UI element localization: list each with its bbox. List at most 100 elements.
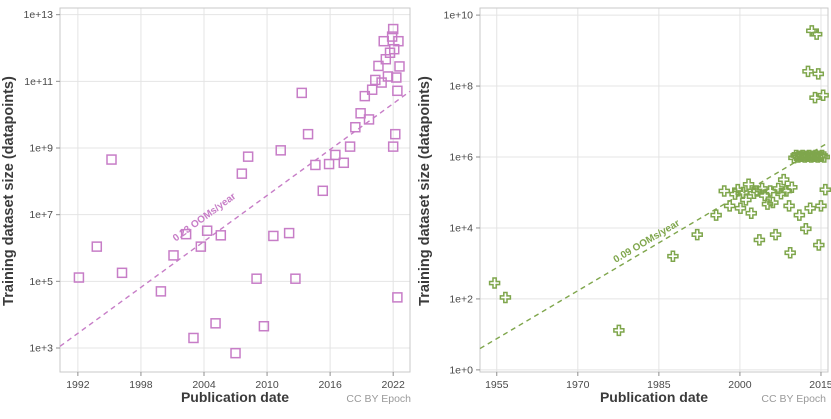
- data-point-square: [376, 77, 387, 88]
- y-tick-label: 1e+11: [24, 76, 53, 88]
- x-tick-label: 2016: [318, 379, 342, 391]
- data-point-plus: [767, 196, 779, 209]
- x-tick-label: 1992: [66, 379, 90, 391]
- x-axis-title: Publication date: [599, 389, 709, 405]
- data-point-square: [230, 347, 241, 359]
- data-point-square: [180, 228, 192, 240]
- x-tick-label: 2004: [192, 379, 216, 391]
- data-point-plus: [742, 178, 755, 191]
- y-tick-label: 1e+10: [444, 10, 474, 22]
- data-point-plus: [783, 200, 795, 212]
- data-point-plus: [764, 185, 776, 197]
- y-axis-title: Training dataset size (datapoints): [1, 76, 17, 306]
- data-point-plus: [710, 209, 722, 221]
- data-point-plus: [761, 198, 774, 210]
- data-point-plus: [810, 28, 823, 40]
- plot-frame: [479, 7, 829, 373]
- data-point-square: [390, 128, 401, 140]
- data-point-square: [296, 87, 307, 99]
- data-point-square: [310, 159, 321, 171]
- data-point-square: [338, 157, 350, 169]
- data-point-plus: [818, 151, 830, 163]
- data-point-plus: [809, 91, 821, 104]
- data-point-plus: [499, 291, 512, 304]
- data-point-square: [387, 23, 399, 35]
- data-point-plus: [815, 200, 827, 212]
- y-tick-label: 1e+4: [449, 222, 473, 234]
- data-point-square: [302, 128, 314, 140]
- data-point-plus: [777, 173, 790, 186]
- data-point-square: [188, 332, 199, 344]
- x-tick-label: 2015: [809, 379, 831, 391]
- trend-line: [59, 90, 411, 347]
- data-point-square: [391, 72, 402, 83]
- data-point-plus: [804, 202, 816, 214]
- data-point-square: [168, 250, 179, 261]
- data-point-square: [116, 267, 128, 279]
- y-tick-label: 1e+2: [449, 293, 473, 305]
- data-point-square: [283, 227, 295, 239]
- x-tick-label: 2010: [255, 379, 279, 391]
- data-point-square: [378, 35, 389, 47]
- data-point-plus: [816, 149, 828, 162]
- data-point-plus: [488, 277, 501, 289]
- data-point-square: [370, 74, 381, 86]
- attribution-label: CC BY Epoch: [346, 393, 411, 405]
- data-point-plus: [748, 187, 760, 200]
- y-tick-label: 1e+13: [24, 9, 54, 21]
- data-point-square: [210, 318, 221, 329]
- x-axis-title: Publication date: [180, 389, 290, 405]
- x-tick-label: 1970: [566, 379, 590, 391]
- y-tick-label: 1e+0: [449, 364, 473, 376]
- y-tick-label: 1e+3: [29, 343, 53, 355]
- data-point-square: [317, 185, 329, 197]
- data-point-plus: [745, 207, 758, 219]
- data-point-square: [155, 286, 167, 297]
- data-point-square: [242, 151, 254, 162]
- data-point-plus: [753, 234, 766, 246]
- data-point-plus: [784, 247, 796, 259]
- figure-dataset-size-left: 1992 1998 2004 2010 2016 2022 1e+3 1e+5 1e+7 1e+9…: [1, 7, 411, 405]
- data-point-plus: [802, 65, 814, 78]
- data-point-square: [195, 241, 207, 252]
- data-point-square: [275, 145, 286, 156]
- data-point-plus: [723, 200, 736, 212]
- data-point-square: [350, 121, 361, 133]
- y-tick-label: 1e+6: [449, 152, 473, 164]
- data-point-plus: [691, 228, 703, 241]
- data-point-square: [387, 141, 399, 152]
- data-point-square: [382, 71, 394, 82]
- data-point-square: [258, 320, 270, 332]
- data-point-square: [366, 84, 378, 95]
- x-tick-label: 1955: [485, 379, 509, 391]
- data-point-square: [268, 230, 279, 242]
- data-point-plus: [613, 324, 625, 337]
- data-point-square: [392, 85, 403, 97]
- y-tick-label: 1e+9: [29, 143, 53, 155]
- data-point-plus: [769, 228, 782, 241]
- data-point-plus: [819, 183, 831, 196]
- trend-line: [479, 142, 829, 350]
- data-point-square: [344, 141, 356, 152]
- data-point-square: [73, 272, 85, 283]
- x-tick-label: 2000: [728, 379, 752, 391]
- x-tick-label: 1998: [129, 379, 153, 391]
- chart-svg-left: 1992 1998 2004 2010 2016 2022 1e+3 1e+5 1e+7 1e+9…: [24, 7, 411, 391]
- data-point-square: [355, 108, 366, 119]
- chart-svg-right: 1955 1970 1985 2000 2015 1e+0 1e+2 1e+4 1e+6 1e+8…: [444, 7, 831, 391]
- data-point-square: [290, 273, 301, 284]
- data-point-square: [392, 292, 403, 303]
- x-tick-label: 1985: [647, 379, 671, 391]
- y-tick-label: 1e+5: [29, 276, 53, 288]
- data-point-plus: [734, 202, 747, 214]
- x-tick-label: 2022: [382, 379, 406, 391]
- data-point-square: [373, 60, 384, 72]
- data-point-plus: [786, 181, 798, 194]
- plot-frame: [59, 7, 411, 373]
- figure-dataset-size-right: 1955 1970 1985 2000 2015 1e+0 1e+2 1e+4 1e+6 1e+8…: [416, 0, 831, 419]
- data-point-plus: [718, 185, 730, 197]
- data-point-square: [359, 90, 371, 102]
- data-point-square: [330, 149, 341, 161]
- data-point-square: [323, 158, 335, 170]
